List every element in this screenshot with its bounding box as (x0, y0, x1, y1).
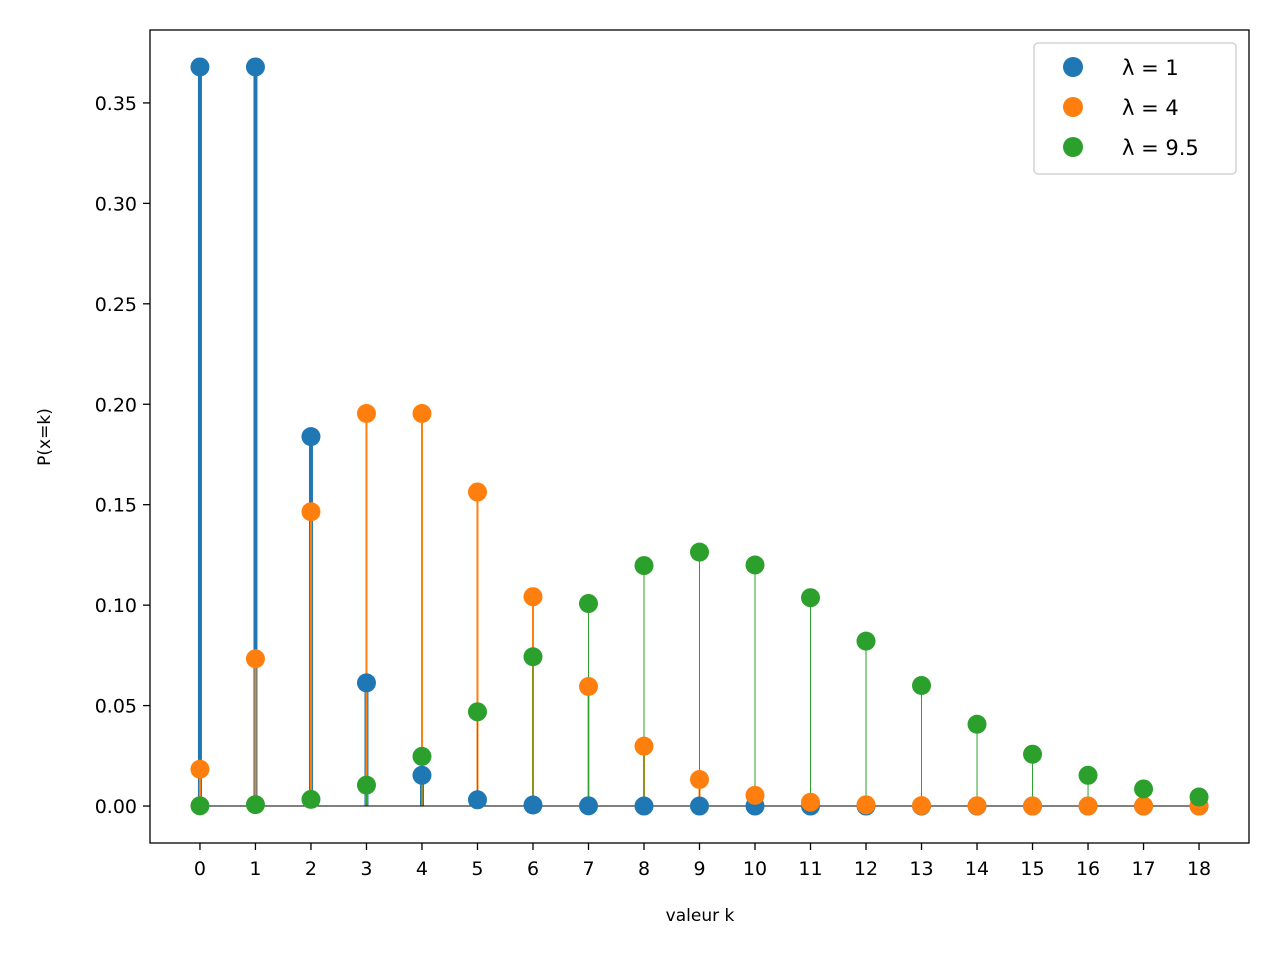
marker-2-k15 (1023, 796, 1043, 816)
legend-marker-2 (1063, 97, 1083, 117)
marker-2-k12 (856, 795, 876, 815)
marker-2-k6 (523, 587, 543, 607)
marker-3-k16 (1078, 765, 1098, 785)
marker-2-k9 (690, 770, 709, 790)
x-tick-label: 10 (743, 858, 767, 880)
y-tick-label: 0.00 (95, 796, 137, 818)
marker-3-k5 (467, 702, 487, 722)
marker-1-k9 (690, 796, 709, 816)
marker-2-k0 (190, 759, 210, 779)
x-tick-label: 8 (638, 858, 650, 880)
marker-3-k7 (578, 594, 598, 614)
y-tick-label: 0.20 (95, 394, 137, 416)
marker-2-k2 (301, 502, 321, 522)
x-tick-label: 15 (1020, 858, 1044, 880)
marker-1-k6 (523, 795, 543, 815)
x-tick-label: 4 (416, 858, 428, 880)
marker-2-k3 (356, 403, 376, 423)
x-tick-label: 14 (965, 858, 989, 880)
marker-3-k9 (690, 542, 709, 562)
x-tick-label: 2 (305, 858, 317, 880)
y-axis-label: P(x=k) (35, 408, 55, 466)
marker-3-k11 (801, 588, 821, 608)
marker-3-k2 (301, 789, 321, 809)
x-tick-label: 16 (1076, 858, 1100, 880)
marker-2-k10 (745, 785, 765, 805)
y-tick-label: 0.15 (95, 495, 137, 517)
marker-1-k4 (412, 765, 432, 785)
marker-3-k13 (912, 676, 932, 696)
marker-1-k8 (634, 796, 654, 816)
marker-3-k1 (245, 795, 265, 815)
marker-3-k18 (1189, 787, 1209, 807)
marker-3-k3 (356, 775, 376, 795)
legend-label-2: λ = 4 (1122, 96, 1179, 120)
marker-3-k10 (745, 555, 765, 575)
legend-label-3: λ = 9.5 (1122, 136, 1199, 160)
marker-1-k3 (356, 673, 376, 693)
legend: λ = 1 λ = 4 λ = 9.5 (1033, 42, 1237, 175)
marker-1-k5 (467, 790, 487, 810)
markers-layer (190, 57, 1209, 816)
y-tick-label: 0.25 (95, 294, 137, 316)
marker-2-k17 (1134, 796, 1154, 816)
y-tick-label: 0.30 (95, 193, 137, 215)
legend-marker-1 (1063, 57, 1083, 77)
x-tick-label: 13 (909, 858, 933, 880)
marker-3-k8 (634, 556, 654, 576)
marker-2-k7 (578, 677, 598, 697)
marker-2-k14 (967, 796, 987, 816)
marker-3-k6 (523, 647, 543, 667)
y-tick-label: 0.35 (95, 93, 137, 115)
marker-2-k5 (467, 482, 487, 502)
marker-3-k15 (1023, 744, 1043, 764)
legend-marker-3 (1063, 137, 1083, 157)
marker-1-k1 (245, 57, 265, 77)
marker-2-k4 (412, 403, 432, 423)
axes-layer: 0 1 2 3 4 5 6 7 8 9 10 11 12 13 14 15 16 17 180.000.050.10… (95, 29, 1250, 880)
marker-2-k13 (912, 796, 932, 816)
marker-3-k14 (967, 714, 987, 734)
x-axis-label: valeur k (666, 906, 735, 926)
x-tick-label: 0 (194, 858, 206, 880)
x-tick-label: 3 (360, 858, 372, 880)
marker-2-k16 (1078, 796, 1098, 816)
marker-1-k7 (578, 796, 598, 816)
legend-box (1033, 42, 1237, 175)
x-tick-label: 1 (249, 858, 261, 880)
x-tick-label: 7 (582, 858, 594, 880)
x-tick-label: 6 (527, 858, 539, 880)
x-tick-label: 18 (1187, 858, 1211, 880)
marker-3-k12 (856, 631, 876, 651)
x-tick-label: 12 (854, 858, 878, 880)
marker-1-k2 (301, 427, 321, 447)
marker-2-k8 (634, 736, 654, 756)
y-tick-label: 0.05 (95, 696, 137, 718)
marker-2-k11 (801, 792, 821, 812)
x-tick-label: 17 (1131, 858, 1155, 880)
legend-label-1: λ = 1 (1122, 56, 1179, 80)
x-tick-label: 11 (798, 858, 822, 880)
marker-3-k0 (190, 796, 210, 816)
marker-1-k0 (190, 57, 210, 77)
marker-2-k1 (245, 649, 265, 669)
x-tick-label: 5 (471, 858, 483, 880)
stems-layer (197, 66, 1200, 807)
marker-3-k17 (1134, 779, 1154, 799)
y-tick-label: 0.10 (95, 595, 137, 617)
x-tick-label: 9 (693, 858, 705, 880)
marker-3-k4 (412, 746, 432, 766)
